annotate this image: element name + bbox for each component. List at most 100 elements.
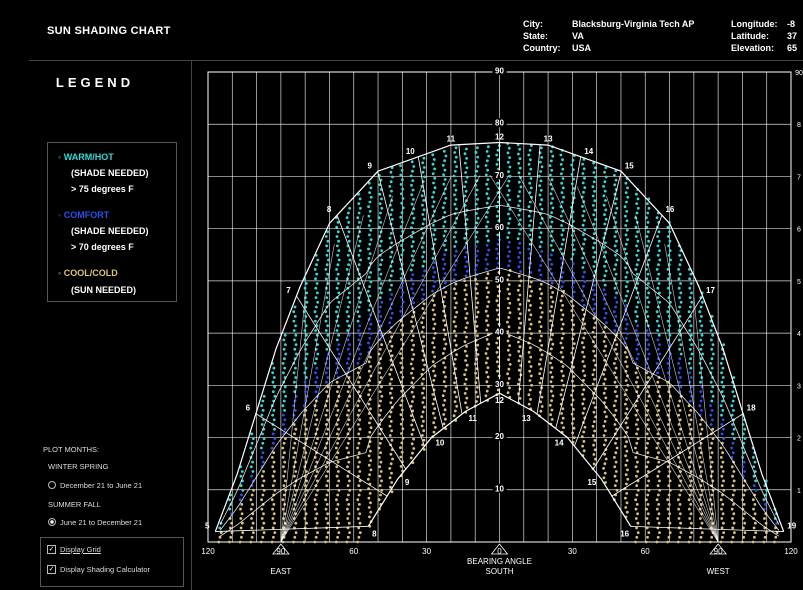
sun-position-dot — [324, 319, 328, 323]
sun-position-dot — [656, 296, 660, 299]
sun-position-dot — [539, 358, 543, 361]
sun-position-dot — [688, 413, 691, 417]
sun-position-dot — [623, 247, 627, 251]
sun-position-dot — [335, 507, 339, 511]
sun-position-dot — [719, 540, 723, 544]
sun-position-dot — [401, 206, 405, 210]
sun-position-dot — [411, 282, 415, 286]
sun-position-dot — [422, 344, 426, 348]
sun-position-dot — [571, 379, 574, 383]
sun-position-dot — [283, 427, 287, 431]
winter-spring-radio[interactable] — [48, 481, 56, 489]
sun-position-dot — [560, 285, 564, 288]
sun-position-dot — [273, 488, 277, 492]
sun-position-dot — [399, 413, 403, 417]
sun-position-dot — [250, 517, 253, 520]
sun-position-dot — [518, 397, 522, 400]
sun-position-dot — [431, 266, 435, 269]
summer-fall-radio[interactable] — [48, 518, 56, 526]
sun-position-dot — [604, 481, 607, 484]
sun-position-dot — [731, 390, 735, 393]
sun-position-dot — [583, 374, 587, 377]
sun-position-dot — [390, 241, 393, 245]
sun-position-dot — [433, 303, 436, 307]
sun-position-dot — [400, 295, 404, 299]
sun-position-dot — [368, 388, 372, 392]
sun-position-dot — [357, 517, 360, 520]
sun-position-dot — [604, 217, 608, 221]
sun-position-dot — [410, 433, 414, 436]
sun-position-dot — [730, 446, 734, 450]
sun-position-dot — [678, 272, 682, 276]
sun-position-dot — [743, 531, 747, 534]
sun-position-dot — [400, 192, 403, 196]
sun-position-dot — [476, 146, 479, 150]
sun-position-dot — [410, 339, 414, 342]
sun-position-dot — [634, 465, 638, 469]
sun-position-dot — [677, 286, 681, 290]
sun-position-dot — [741, 517, 745, 520]
sun-position-dot — [689, 333, 693, 337]
sun-position-dot — [443, 178, 447, 181]
sun-position-dot — [358, 239, 362, 243]
sun-position-dot — [367, 308, 371, 312]
sun-position-dot — [538, 193, 542, 197]
sun-position-dot — [388, 373, 392, 376]
sun-position-dot — [591, 424, 595, 428]
sun-position-dot — [551, 394, 555, 398]
sun-position-dot — [358, 512, 362, 516]
sun-position-dot — [615, 258, 619, 262]
sun-position-dot — [357, 451, 361, 455]
sun-position-dot — [561, 304, 564, 307]
sun-position-dot — [742, 441, 746, 445]
sun-position-dot — [688, 484, 692, 487]
latitude-value: 37 — [787, 31, 798, 41]
sun-position-dot — [487, 300, 491, 304]
jun-to-dec-label[interactable]: June 21 to December 21 — [60, 518, 143, 527]
sun-position-dot — [559, 214, 563, 218]
sun-position-dot — [454, 249, 458, 253]
sun-position-dot — [698, 540, 702, 544]
sun-position-dot — [281, 362, 285, 365]
sun-position-dot — [518, 241, 522, 245]
dec-to-jun-label[interactable]: December 21 to June 21 — [60, 481, 143, 490]
sun-position-dot — [422, 429, 426, 433]
sun-position-dot — [305, 352, 309, 356]
sun-position-dot — [636, 333, 640, 337]
sun-position-dot — [699, 517, 702, 520]
sun-position-dot — [485, 319, 488, 322]
sun-position-dot — [431, 308, 435, 312]
sun-position-dot — [591, 373, 595, 376]
sun-position-dot — [623, 351, 627, 354]
sun-position-dot — [626, 289, 630, 293]
sun-position-dot — [261, 399, 265, 403]
sun-position-dot — [572, 342, 576, 345]
sun-position-dot — [399, 371, 403, 374]
sun-position-dot — [615, 343, 619, 346]
sun-position-dot — [326, 512, 329, 516]
sun-position-dot — [465, 260, 469, 264]
sun-position-dot — [582, 209, 586, 213]
display-grid-checkbox[interactable]: ✓ — [47, 545, 56, 554]
sun-position-dot — [486, 314, 490, 318]
sun-position-dot — [658, 352, 662, 356]
display-shading-checkbox[interactable]: ✓ — [47, 565, 56, 574]
sun-position-dot — [380, 249, 383, 253]
sun-position-dot — [711, 418, 714, 422]
sun-position-dot — [615, 437, 619, 440]
sun-position-dot — [700, 521, 704, 525]
sun-position-dot — [377, 310, 381, 314]
sun-position-dot — [368, 233, 371, 237]
sun-position-dot — [689, 418, 693, 422]
sun-position-dot — [324, 329, 328, 332]
sun-position-dot — [593, 218, 597, 221]
sun-position-dot — [336, 347, 339, 351]
sun-position-dot — [421, 255, 425, 259]
sun-position-dot — [400, 220, 404, 224]
display-grid-label[interactable]: Display Grid — [60, 545, 101, 554]
sun-position-dot — [399, 446, 402, 449]
sun-position-dot — [273, 479, 276, 483]
sun-position-dot — [368, 252, 372, 256]
sun-position-dot — [389, 368, 393, 372]
display-shading-label[interactable]: Display Shading Calculator — [60, 565, 151, 574]
